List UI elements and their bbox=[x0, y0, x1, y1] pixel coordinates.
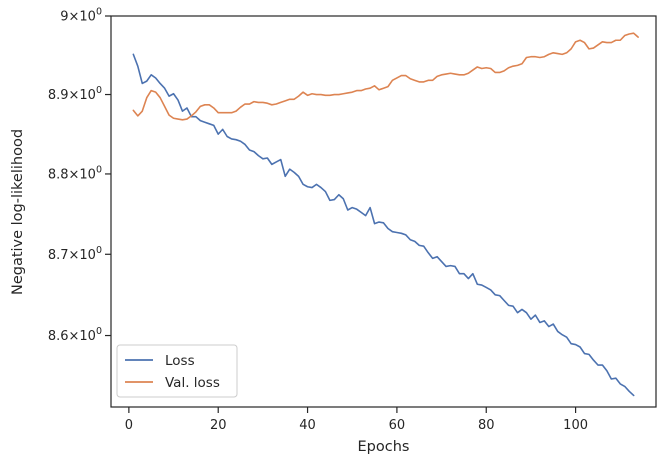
series-line-0 bbox=[132, 53, 635, 397]
y-tick-base: 8.9 bbox=[48, 88, 69, 103]
y-tick-exponent: 0 bbox=[96, 7, 102, 18]
x-tick-label: 80 bbox=[478, 418, 495, 433]
y-tick-label: 8.7×100 bbox=[48, 245, 102, 263]
x-tick-label: 0 bbox=[125, 418, 133, 433]
y-tick-times: × bbox=[69, 88, 80, 103]
y-tick-times: × bbox=[69, 248, 80, 263]
y-tick-times: × bbox=[69, 10, 80, 25]
legend-box bbox=[116, 344, 238, 398]
y-tick-label: 8.9×100 bbox=[48, 85, 102, 103]
x-tick-label: 100 bbox=[563, 418, 588, 433]
y-tick-times: × bbox=[69, 167, 80, 182]
y-tick-power: 10 bbox=[79, 329, 96, 344]
legend-label-0: Loss bbox=[165, 353, 195, 369]
y-tick-label: 8.8×100 bbox=[48, 164, 102, 182]
plot-frame bbox=[110, 15, 657, 408]
x-tick-label: 60 bbox=[389, 418, 406, 433]
series-layer bbox=[132, 32, 639, 397]
legend-label-1: Val. loss bbox=[165, 375, 220, 391]
y-tick-base: 8.8 bbox=[48, 167, 69, 182]
x-tick-label: 40 bbox=[299, 418, 316, 433]
y-tick-base: 9 bbox=[60, 10, 68, 25]
y-tick-base: 8.7 bbox=[48, 248, 69, 263]
x-axis-title: Epochs bbox=[358, 439, 410, 455]
y-tick-label: 9×100 bbox=[60, 7, 102, 25]
y-tick-base: 8.6 bbox=[48, 329, 69, 344]
y-tick-label: 8.6×100 bbox=[48, 326, 102, 344]
y-axis-title: Negative log-likelihood bbox=[10, 129, 26, 295]
y-tick-power: 10 bbox=[79, 10, 96, 25]
x-tick-label: 20 bbox=[210, 418, 227, 433]
legend: Loss Val. loss bbox=[116, 344, 238, 398]
y-tick-power: 10 bbox=[79, 88, 96, 103]
x-axis: 0 20 40 60 80 100 bbox=[125, 407, 588, 433]
y-tick-times: × bbox=[69, 329, 80, 344]
y-tick-exponent: 0 bbox=[96, 164, 102, 175]
y-tick-power: 10 bbox=[79, 248, 96, 263]
y-tick-exponent: 0 bbox=[96, 245, 102, 256]
series-line-1 bbox=[132, 32, 639, 121]
y-tick-exponent: 0 bbox=[96, 85, 102, 96]
y-tick-power: 10 bbox=[79, 167, 96, 182]
y-tick-exponent: 0 bbox=[96, 326, 102, 337]
